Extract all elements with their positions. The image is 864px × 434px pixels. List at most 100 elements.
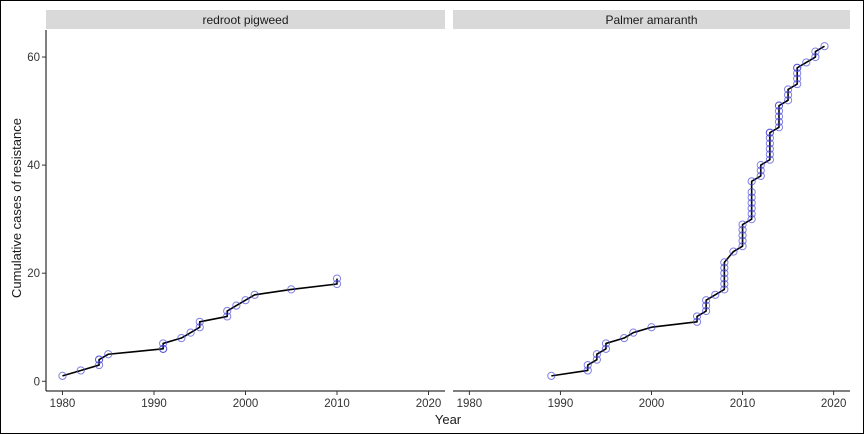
data-point — [747, 198, 756, 208]
data-point — [811, 47, 820, 56]
data-point — [702, 301, 711, 310]
x-tick-label: 2010 — [324, 398, 350, 410]
data-point — [159, 339, 168, 348]
data-point — [94, 360, 104, 370]
data-point — [702, 296, 711, 305]
x-axis-title: Year — [435, 412, 462, 427]
y-axis-title: Cumulative cases of resistance — [9, 118, 24, 298]
data-point — [747, 209, 756, 218]
data-point — [547, 371, 556, 380]
data-point — [783, 85, 793, 94]
data-point — [58, 371, 67, 380]
data-point — [793, 69, 802, 78]
data-point — [765, 128, 774, 137]
data-point — [601, 344, 611, 353]
data-point — [720, 274, 729, 283]
data-point — [711, 290, 720, 299]
data-point — [629, 328, 638, 337]
facet-strips: redroot pigweed Palmer amaranth — [46, 10, 850, 29]
data-point — [811, 52, 820, 62]
data-point — [186, 328, 195, 337]
data-point — [765, 150, 774, 159]
strip-background-right — [453, 10, 850, 29]
data-point — [774, 106, 784, 116]
data-point — [738, 236, 747, 245]
data-point — [738, 220, 747, 229]
data-point — [232, 301, 241, 310]
data-point — [747, 204, 756, 213]
data-point — [793, 79, 802, 89]
data-point — [765, 144, 774, 153]
data-point — [601, 339, 611, 348]
data-point — [94, 355, 104, 364]
data-point — [747, 193, 756, 202]
data-point — [647, 323, 656, 332]
data-point — [774, 112, 784, 121]
x-tick-label: 2010 — [730, 398, 756, 410]
data-point — [250, 290, 259, 299]
data-point — [195, 317, 204, 326]
data-point — [774, 123, 784, 132]
data-point — [747, 215, 756, 224]
data-point — [702, 306, 711, 316]
data-point — [76, 366, 85, 375]
strip-label-left: redroot pigweed — [202, 13, 288, 27]
data-point — [583, 366, 592, 375]
data-point — [747, 188, 756, 197]
data-point — [802, 58, 811, 67]
data-point — [774, 117, 784, 126]
strip-label-right: Palmer amaranth — [605, 13, 697, 27]
data-point — [159, 344, 168, 353]
data-point — [332, 279, 342, 289]
data-point — [756, 166, 765, 175]
data-point — [720, 279, 729, 289]
data-point — [287, 285, 296, 294]
data-point — [692, 317, 702, 326]
series-line — [551, 45, 825, 377]
y-tick-label: 0 — [34, 376, 40, 388]
data-marks — [58, 42, 829, 380]
x-tick-label: 1980 — [457, 398, 483, 410]
data-point — [756, 171, 765, 181]
data-point — [720, 285, 729, 294]
data-point — [620, 333, 629, 343]
x-tick-label: 2020 — [416, 398, 442, 410]
data-point — [223, 312, 232, 321]
data-point — [195, 323, 204, 332]
x-tick-label: 1980 — [50, 398, 76, 410]
data-point — [241, 296, 250, 305]
data-point — [738, 242, 747, 251]
data-point — [332, 274, 342, 283]
strip-background-left — [46, 10, 445, 29]
data-point — [177, 333, 186, 343]
data-point — [747, 177, 756, 186]
data-point — [756, 161, 765, 170]
data-point — [583, 360, 592, 370]
data-point — [774, 101, 784, 110]
data-point — [793, 74, 802, 83]
data-point — [738, 231, 747, 240]
data-point — [729, 247, 738, 256]
y-tick-label: 60 — [27, 52, 40, 64]
x-tick-label: 2000 — [233, 398, 259, 410]
x-tick-label: 2020 — [821, 398, 847, 410]
data-point — [720, 263, 729, 272]
data-point — [720, 269, 729, 278]
data-point — [223, 306, 232, 316]
x-tick-label: 2000 — [639, 398, 665, 410]
data-point — [104, 350, 113, 359]
data-point — [765, 155, 774, 164]
data-point — [820, 42, 829, 51]
data-point — [738, 225, 747, 235]
data-point — [793, 63, 802, 72]
x-tick-label: 1990 — [548, 398, 574, 410]
x-tick-label: 1990 — [141, 398, 167, 410]
data-point — [783, 90, 793, 99]
data-point — [592, 350, 601, 359]
data-point — [720, 258, 729, 267]
data-point — [592, 355, 601, 364]
data-point — [783, 96, 793, 105]
y-tick-label: 20 — [27, 268, 40, 280]
data-point — [692, 312, 702, 321]
